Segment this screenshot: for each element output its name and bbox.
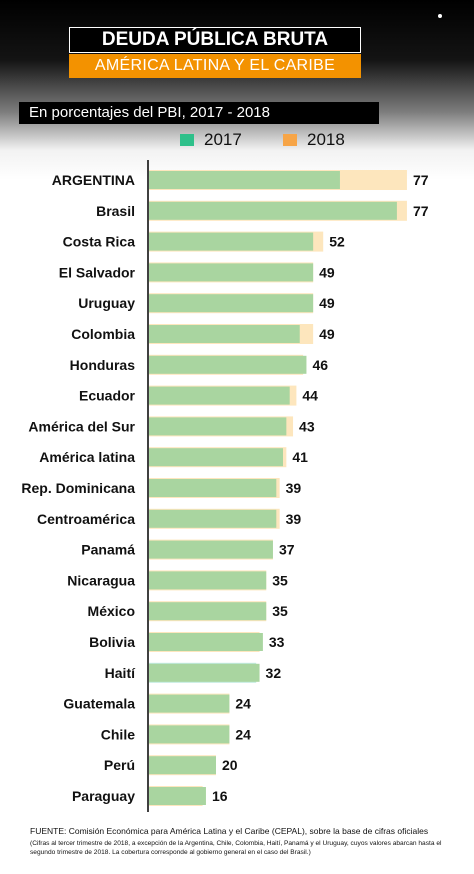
value-label-costa-rica: 52 [329,234,345,250]
category-label-argentina: ARGENTINA [52,172,135,188]
value-label-chile: 24 [235,726,251,742]
bar-2017-bolivia [149,633,263,651]
value-label-argentina: 77 [413,172,429,188]
value-label-peru: 20 [222,757,238,773]
value-label-guatemala: 24 [235,696,251,712]
legend-swatch-2017 [180,134,194,146]
methodology-note: (Cifras al tercer trimestre de 2018, a e… [30,840,442,856]
category-label-ecuador: Ecuador [79,388,136,404]
value-label-colombia: 49 [319,326,335,342]
bar-2017-uruguay [149,294,314,313]
value-label-el-salvador: 49 [319,264,335,280]
bar-2017-america-del-sur [149,417,287,436]
bar-2017-centroamerica [149,509,277,528]
bar-2017-colombia [149,325,300,343]
value-label-haiti: 32 [266,665,282,681]
value-label-uruguay: 49 [319,295,335,311]
legend-swatch-2018 [283,134,297,146]
bar-2017-chile [149,725,230,744]
category-label-honduras: Honduras [70,357,136,373]
bar-2017-costa-rica [149,232,314,251]
bar-2017-america-latina [149,448,283,467]
value-label-nicaragua: 35 [272,572,288,588]
footer: FUENTE: Comisión Económica para América … [30,826,460,857]
category-label-panama: Panamá [81,542,135,558]
bar-2017-mexico [149,602,267,621]
category-label-guatemala: Guatemala [63,696,135,712]
category-label-rep-dominicana: Rep. Dominicana [21,480,135,496]
category-label-costa-rica: Costa Rica [63,234,136,250]
value-label-panama: 37 [279,542,295,558]
category-label-paraguay: Paraguay [72,788,135,804]
bar-2017-peru [149,756,216,775]
category-label-america-del-sur: América del Sur [28,418,135,434]
value-label-paraguay: 16 [212,788,228,804]
units-label: En porcentajes del PBI, 2017 - 2018 [19,102,379,124]
category-label-mexico: México [88,603,135,619]
category-label-colombia: Colombia [71,326,135,342]
legend-item-2017: 2017 [180,130,242,150]
bar-2017-paraguay [149,787,206,805]
bar-2017-nicaragua [149,571,267,590]
legend-item-2018: 2018 [283,130,345,150]
value-label-brasil: 77 [413,203,429,219]
value-label-mexico: 35 [272,603,288,619]
chart-title: DEUDA PÚBLICA BRUTA [69,27,361,53]
bar-2017-rep-dominicana [149,479,277,497]
category-label-peru: Perú [104,757,135,773]
value-label-centroamerica: 39 [286,511,302,527]
category-label-brasil: Brasil [96,203,135,219]
legend-label-2017: 2017 [204,130,242,149]
bar-2017-el-salvador [149,263,314,282]
bar-2017-honduras [149,355,307,374]
value-label-america-del-sur: 43 [299,418,315,434]
legend-label-2018: 2018 [307,130,345,149]
category-label-centroamerica: Centroamérica [37,511,135,527]
category-label-bolivia: Bolivia [89,634,135,650]
bar-2017-argentina [149,171,340,189]
category-label-nicaragua: Nicaragua [67,572,135,588]
value-label-honduras: 46 [312,357,328,373]
decorative-dot [438,14,442,18]
bar-2017-brasil [149,201,397,220]
category-label-america-latina: América latina [39,449,135,465]
category-label-el-salvador: El Salvador [59,264,136,280]
bar-2017-haiti [149,663,260,682]
value-label-rep-dominicana: 39 [286,480,302,496]
category-label-chile: Chile [101,726,135,742]
category-label-haiti: Haití [105,665,136,681]
category-label-uruguay: Uruguay [78,295,135,311]
bar-2017-ecuador [149,386,290,405]
chart-subtitle: AMÉRICA LATINA Y EL CARIBE [69,54,361,78]
value-label-ecuador: 44 [302,388,318,404]
bar-2017-guatemala [149,694,230,713]
value-label-america-latina: 41 [292,449,308,465]
value-label-bolivia: 33 [269,634,285,650]
bar-2017-panama [149,540,273,559]
source-note: FUENTE: Comisión Económica para América … [30,826,429,836]
